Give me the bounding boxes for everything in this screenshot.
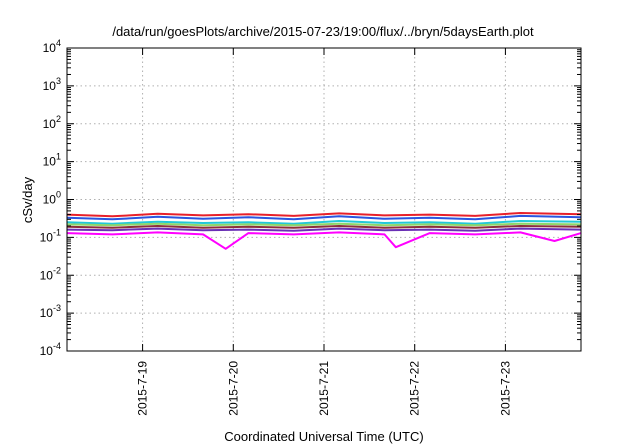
y-tick-label: 100 [43, 190, 61, 207]
x-tick-label: 2015-7-20 [226, 361, 240, 416]
series-layer [66, 212, 582, 250]
y-tick-label: 10-1 [40, 227, 61, 244]
chart-title: /data/run/goesPlots/archive/2015-07-23/1… [112, 24, 534, 39]
x-tick-label: 2015-7-19 [136, 361, 150, 416]
series-line-1 [66, 212, 582, 218]
grid-lines [67, 48, 581, 351]
series-line-2 [66, 214, 582, 221]
series-line-6 [66, 227, 582, 232]
y-tick-label: 10-2 [40, 265, 61, 282]
x-axis-label: Coordinated Universal Time (UTC) [224, 429, 423, 444]
y-axis-label: cSv/day [20, 176, 35, 223]
y-tick-label: 104 [43, 38, 61, 55]
x-tick-label: 2015-7-23 [498, 361, 512, 416]
x-tick-label: 2015-7-22 [408, 361, 422, 416]
series-line-5 [66, 225, 582, 229]
y-tick-label: 103 [43, 76, 61, 93]
y-tick-label: 102 [43, 114, 61, 131]
y-tick-label: 10-4 [40, 341, 61, 358]
series-line-3 [66, 220, 582, 225]
y-tick-label: 101 [43, 152, 61, 169]
series-line-4 [66, 222, 582, 227]
x-tick-label: 2015-7-21 [317, 361, 331, 416]
series-line-7 [66, 231, 582, 250]
x-axis: 2015-7-19 2015-7-20 2015-7-21 2015-7-22 2015… [136, 48, 512, 416]
y-tick-label: 10-3 [40, 303, 61, 320]
